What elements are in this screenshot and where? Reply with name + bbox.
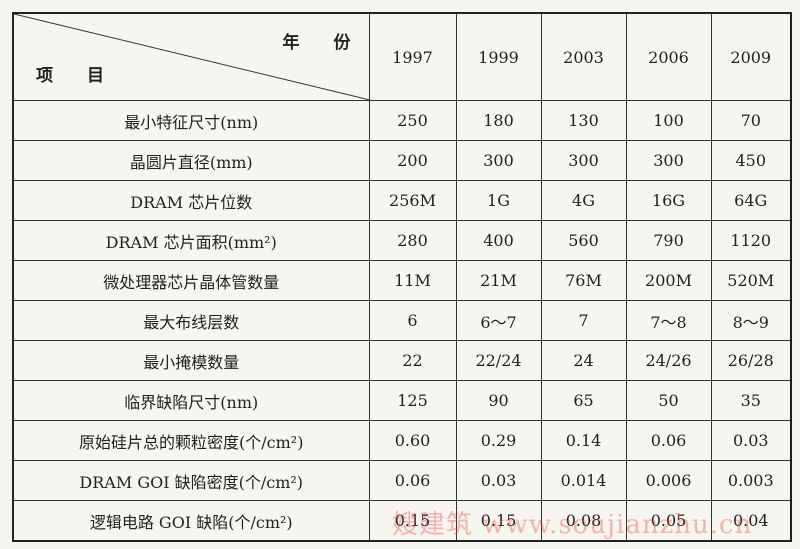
cell: 76M (540, 260, 627, 301)
cell: 64G (710, 180, 792, 221)
cell: 130 (540, 100, 627, 141)
table-row: 最小掩模数量 22 22/24 24 24/26 26/28 (12, 340, 792, 381)
cell: 7～8 (625, 300, 712, 341)
cell: 250 (368, 100, 457, 141)
table-row: 逻辑电路 GOI 缺陷(个/cm²) 0.15 0.15 0.08 0.05 0.04 (12, 500, 792, 542)
year-header: 1997 (368, 12, 457, 101)
cell: 450 (710, 140, 792, 181)
table-row: 临界缺陷尺寸(nm) 125 90 65 50 35 (12, 380, 792, 421)
cell: 180 (455, 100, 542, 141)
data-table: 年 份 项 目 1997 1999 2003 2006 2009 最小特征尺寸(nm) 2… (12, 12, 792, 542)
cell: 0.06 (368, 460, 457, 501)
cell: 520M (710, 260, 792, 301)
row-label: 微处理器芯片晶体管数量 (12, 260, 370, 301)
cell: 256M (368, 180, 457, 221)
cell: 6 (368, 300, 457, 341)
diagonal (14, 14, 370, 100)
cell: 11M (368, 260, 457, 301)
row-label: 最小特征尺寸(nm) (12, 100, 370, 141)
cell: 24 (540, 340, 627, 381)
cell: 560 (540, 220, 627, 261)
corner-bottom: 项 目 (36, 66, 104, 86)
cell: 300 (540, 140, 627, 181)
cell: 0.03 (455, 460, 542, 501)
row-label: DRAM 芯片位数 (12, 180, 370, 221)
cell: 8～9 (710, 300, 792, 341)
cell: 0.15 (368, 500, 457, 542)
row-label: DRAM 芯片面积(mm²) (12, 220, 370, 261)
cell: 24/26 (625, 340, 712, 381)
table-row: DRAM 芯片面积(mm²) 280 400 560 790 1120 (12, 220, 792, 261)
cell: 1120 (710, 220, 792, 261)
cell: 0.006 (625, 460, 712, 501)
cell: 26/28 (710, 340, 792, 381)
row-label: 最小掩模数量 (12, 340, 370, 381)
header-row: 年 份 项 目 1997 1999 2003 2006 2009 (12, 12, 792, 101)
cell: 4G (540, 180, 627, 221)
row-label: 逻辑电路 GOI 缺陷(个/cm²) (12, 500, 370, 542)
row-label: 最大布线层数 (12, 300, 370, 341)
table-row: 微处理器芯片晶体管数量 11M 21M 76M 200M 520M (12, 260, 792, 301)
corner-cell: 年 份 项 目 (12, 12, 370, 101)
corner-top: 年 份 (282, 33, 351, 53)
cell: 790 (625, 220, 712, 261)
cell: 0.14 (540, 420, 627, 461)
cell: 0.06 (625, 420, 712, 461)
table-row: 最大布线层数 6 6～7 7 7～8 8～9 (12, 300, 792, 341)
year-header: 2006 (625, 12, 712, 101)
row-label: 晶圆片直径(mm) (12, 140, 370, 181)
cell: 0.014 (540, 460, 627, 501)
cell: 6～7 (455, 300, 542, 341)
cell: 16G (625, 180, 712, 221)
table-row: DRAM GOI 缺陷密度(个/cm²) 0.06 0.03 0.014 0.006 0.… (12, 460, 792, 501)
cell: 125 (368, 380, 457, 421)
cell: 0.03 (710, 420, 792, 461)
table-body: 年 份 项 目 1997 1999 2003 2006 2009 最小特征尺寸(nm) 2… (12, 12, 792, 542)
watermark: 嫂建筑 www.soujianzhu.cn (392, 510, 753, 540)
year-header: 2009 (710, 12, 792, 101)
cell: 0.04 (710, 500, 792, 542)
cell: 0.29 (455, 420, 542, 461)
table-row: 最小特征尺寸(nm) 250 180 130 100 70 (12, 100, 792, 141)
cell: 0.003 (710, 460, 792, 501)
cell: 7 (540, 300, 627, 341)
cell: 300 (455, 140, 542, 181)
cell: 65 (540, 380, 627, 421)
table-row: DRAM 芯片位数 256M 1G 4G 16G 64G (12, 180, 792, 221)
cell: 280 (368, 220, 457, 261)
cell: 90 (455, 380, 542, 421)
cell: 35 (710, 380, 792, 421)
row-label: 临界缺陷尺寸(nm) (12, 380, 370, 421)
cell: 300 (625, 140, 712, 181)
cell: 21M (455, 260, 542, 301)
cell: 200 (368, 140, 457, 181)
cell: 0.08 (540, 500, 627, 542)
row-label: DRAM GOI 缺陷密度(个/cm²) (12, 460, 370, 501)
cell: 0.60 (368, 420, 457, 461)
cell: 200M (625, 260, 712, 301)
table-row: 晶圆片直径(mm) 200 300 300 300 450 (12, 140, 792, 181)
cell: 22/24 (455, 340, 542, 381)
cell: 22 (368, 340, 457, 381)
cell: 70 (710, 100, 792, 141)
year-header: 2003 (540, 12, 627, 101)
table-row: 原始硅片总的颗粒密度(个/cm²) 0.60 0.29 0.14 0.06 0.03 (12, 420, 792, 461)
cell: 100 (625, 100, 712, 141)
cell: 1G (455, 180, 542, 221)
cell: 50 (625, 380, 712, 421)
cell: 400 (455, 220, 542, 261)
row-label: 原始硅片总的颗粒密度(个/cm²) (12, 420, 370, 461)
year-header: 1999 (455, 12, 542, 101)
